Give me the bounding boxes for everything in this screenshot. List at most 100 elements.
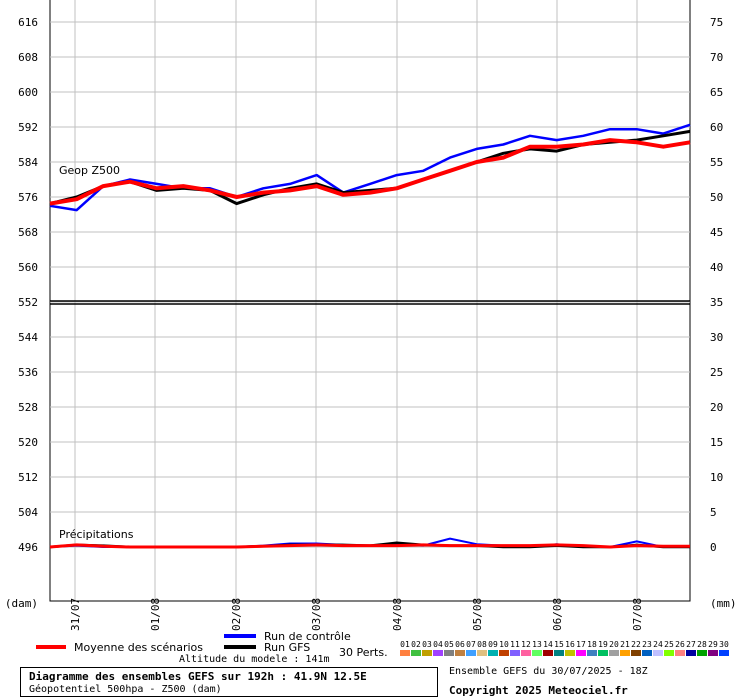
z500-mean-line (49, 138, 691, 206)
pert-number: 01 (400, 640, 410, 649)
right-tick-label: 65 (710, 86, 723, 99)
pert-number: 23 (642, 640, 652, 649)
pert-swatch (488, 650, 498, 656)
pert-number: 06 (455, 640, 465, 649)
date-tick-label: 06/08 (551, 598, 564, 631)
pert-swatch (433, 650, 443, 656)
right-tick-label: 45 (710, 226, 723, 239)
right-tick-label: 55 (710, 156, 723, 169)
pert-number: 27 (686, 640, 696, 649)
left-tick-label: 504 (18, 506, 38, 519)
pert-swatch (477, 650, 487, 656)
right-unit-label: (mm) (710, 597, 737, 610)
pert-swatch (444, 650, 454, 656)
altitude-text: Altitude du modele : 141m (179, 654, 330, 665)
legend-perts-label: 30 Perts. (339, 646, 388, 659)
left-tick-label: 520 (18, 436, 38, 449)
pert-number: 25 (664, 640, 674, 649)
pert-swatch (675, 650, 685, 656)
z500-control-line (49, 123, 691, 212)
pert-number: 28 (697, 640, 707, 649)
pert-swatch (620, 650, 630, 656)
pert-swatch (609, 650, 619, 656)
pert-number: 14 (543, 640, 553, 649)
right-tick-label: 0 (710, 541, 717, 554)
legend-mean-label: Moyenne des scénarios (74, 641, 203, 654)
right-tick-label: 15 (710, 436, 723, 449)
pert-number: 20 (609, 640, 619, 649)
left-tick-label: 496 (18, 541, 38, 554)
pert-number: 16 (565, 640, 575, 649)
pert-swatch (653, 650, 663, 656)
pert-number: 21 (620, 640, 630, 649)
date-tick-label: 07/08 (631, 598, 644, 631)
pert-number: 19 (598, 640, 608, 649)
pert-swatch (686, 650, 696, 656)
pert-swatch (499, 650, 509, 656)
pert-number: 13 (532, 640, 542, 649)
pert-swatch (411, 650, 421, 656)
left-tick-label: 616 (18, 16, 38, 29)
date-tick-label: 04/08 (391, 598, 404, 631)
right-tick-label: 75 (710, 16, 723, 29)
pert-number: 11 (510, 640, 520, 649)
footer-title: Diagramme des ensembles GEFS sur 192h : … (29, 670, 367, 683)
right-tick-label: 60 (710, 121, 723, 134)
left-tick-label: 528 (18, 401, 38, 414)
right-tick-label: 70 (710, 51, 723, 64)
left-unit-label: (dam) (5, 597, 38, 610)
precip-mean-line (49, 543, 690, 549)
pert-number: 04 (433, 640, 443, 649)
pert-swatch (543, 650, 553, 656)
pert-swatch (554, 650, 564, 656)
pert-number: 22 (631, 640, 641, 649)
right-tick-label: 50 (710, 191, 723, 204)
precip-panel-label: Précipitations (59, 528, 134, 541)
pert-number: 10 (499, 640, 509, 649)
pert-number: 24 (653, 640, 663, 649)
footer-subtitle: Géopotentiel 500hpa - Z500 (dam) (29, 684, 222, 695)
pert-number: 02 (411, 640, 421, 649)
left-tick-label: 536 (18, 366, 38, 379)
pert-swatch (400, 650, 410, 656)
pert-swatch (455, 650, 465, 656)
pert-swatch (587, 650, 597, 656)
date-tick-label: 05/08 (471, 598, 484, 631)
left-tick-label: 600 (18, 86, 38, 99)
pert-number: 12 (521, 640, 531, 649)
date-tick-label: 02/08 (230, 598, 243, 631)
right-tick-label: 25 (710, 366, 723, 379)
pert-swatch (598, 650, 608, 656)
right-tick-label: 35 (710, 296, 723, 309)
pert-number: 26 (675, 640, 685, 649)
pert-swatch (631, 650, 641, 656)
legend-control-label: Run de contrôle (264, 630, 351, 643)
pert-swatch (576, 650, 586, 656)
pert-number: 30 (719, 640, 729, 649)
pert-swatch (719, 650, 729, 656)
pert-number: 17 (576, 640, 586, 649)
pert-number: 03 (422, 640, 432, 649)
info-box: Diagramme des ensembles GEFS sur 192h : … (20, 667, 438, 697)
pert-swatch (697, 650, 707, 656)
right-tick-label: 10 (710, 471, 723, 484)
pert-swatch (510, 650, 520, 656)
pert-swatch (642, 650, 652, 656)
pert-number: 15 (554, 640, 564, 649)
copyright: Copyright 2025 Meteociel.fr (449, 684, 628, 697)
left-tick-label: 608 (18, 51, 38, 64)
right-tick-label: 20 (710, 401, 723, 414)
right-tick-label: 40 (710, 261, 723, 274)
left-tick-label: 552 (18, 296, 38, 309)
z500-panel-label: Geop Z500 (59, 164, 120, 177)
left-tick-label: 544 (18, 331, 38, 344)
date-tick-label: 31/07 (69, 598, 82, 631)
pert-number: 05 (444, 640, 454, 649)
pert-swatch (422, 650, 432, 656)
left-tick-label: 512 (18, 471, 38, 484)
left-tick-label: 560 (18, 261, 38, 274)
pert-number: 07 (466, 640, 476, 649)
pert-number: 08 (477, 640, 487, 649)
right-tick-label: 5 (710, 506, 717, 519)
